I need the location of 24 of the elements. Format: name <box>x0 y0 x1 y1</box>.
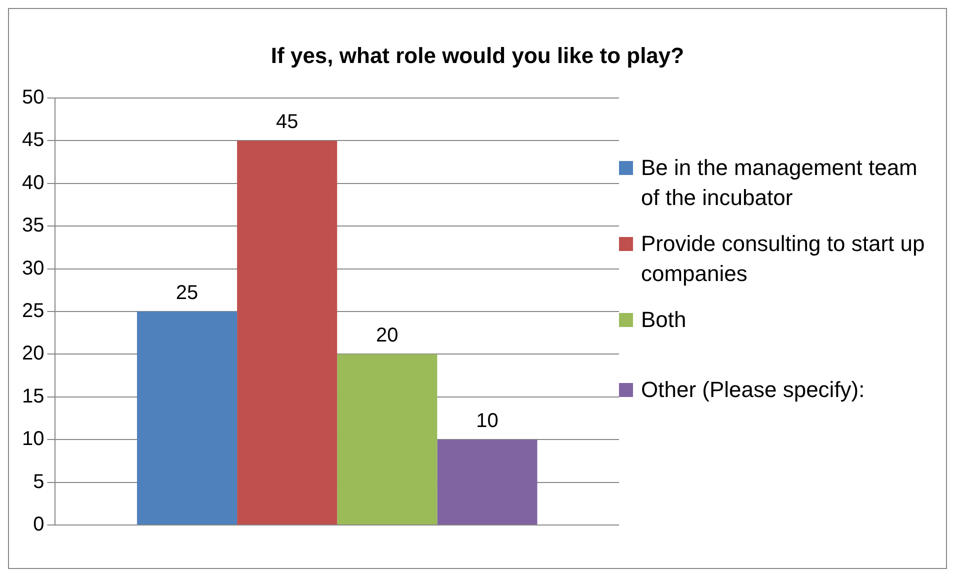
data-label: 45 <box>276 111 298 134</box>
y-tick-label: 40 <box>22 172 44 194</box>
data-label: 25 <box>176 282 198 304</box>
chart-title: If yes, what role would you like to play? <box>270 43 686 70</box>
data-label: 20 <box>376 324 398 347</box>
y-tick-label: 35 <box>22 214 44 237</box>
y-tick-label: 25 <box>22 300 44 322</box>
y-tick-label: 0 <box>33 514 44 536</box>
legend-label: Both <box>641 306 686 334</box>
y-tick-label: 30 <box>22 257 44 280</box>
y-tick-label: 50 <box>22 86 44 109</box>
data-label: 10 <box>476 410 498 432</box>
y-tick-label: 20 <box>22 342 44 365</box>
bar <box>437 440 538 524</box>
bar <box>337 354 438 524</box>
bar <box>136 312 238 524</box>
y-tick-label: 15 <box>22 385 44 408</box>
bar <box>237 140 338 524</box>
y-tick-label: 5 <box>33 470 44 493</box>
legend-label: Provide consulting to start up companies <box>641 230 926 288</box>
y-tick-label: 10 <box>22 428 44 450</box>
y-tick-label: 45 <box>22 129 44 152</box>
legend-label: Other (Please specify): <box>641 376 865 404</box>
legend-label: Be in the management team of the incubator <box>641 154 918 212</box>
